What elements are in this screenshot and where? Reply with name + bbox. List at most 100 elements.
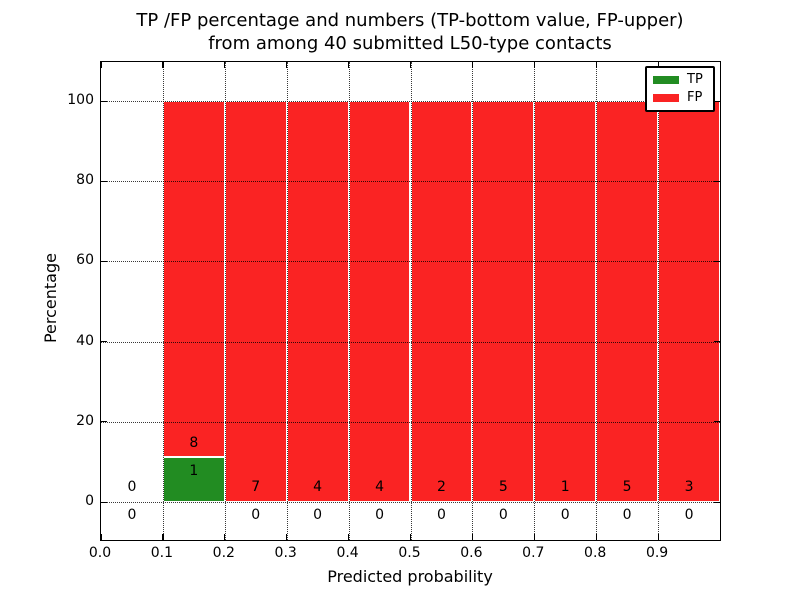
tp-count-label: 0	[375, 507, 384, 523]
y-tick-mark	[714, 341, 720, 343]
bar-fp	[224, 101, 287, 502]
x-tick-mark	[595, 534, 597, 540]
x-gridline	[224, 62, 226, 540]
x-tick-label: 0.0	[88, 545, 112, 561]
legend-item-fp: FP	[653, 89, 707, 105]
y-tick-label: 80	[76, 172, 94, 189]
tp-count-label: 0	[622, 507, 632, 523]
x-tick-mark	[348, 534, 350, 540]
x-tick-label: 0.1	[150, 545, 174, 561]
x-gridline	[596, 62, 598, 540]
x-gridline	[348, 62, 350, 540]
x-tick-mark	[719, 534, 721, 540]
x-tick-mark	[719, 62, 721, 68]
x-gridline	[534, 62, 536, 540]
fp-count-label: 5	[498, 479, 508, 495]
fp-count-label: 8	[189, 435, 199, 452]
x-tick-label: 0.6	[460, 545, 483, 561]
chart-title-line2: from among 40 submitted L50-type contact…	[208, 33, 612, 54]
y-tick-label: 100	[67, 92, 94, 108]
tp-count-label: 0	[127, 507, 137, 523]
tp-color-swatch	[653, 76, 679, 85]
x-tick-mark	[100, 62, 102, 68]
fp-count-label: 0	[127, 479, 137, 495]
y-tick-label: 60	[76, 252, 94, 269]
fp-count-label: 4	[313, 479, 323, 495]
tp-count-label: 0	[498, 507, 508, 523]
bar-fp	[286, 101, 349, 502]
x-axis-label: Predicted probability	[327, 567, 493, 586]
bar-fp	[472, 101, 535, 502]
y-tick-mark	[101, 341, 107, 343]
y-tick-mark	[714, 260, 720, 263]
x-gridline	[472, 62, 474, 540]
tp-count-label: 0	[684, 507, 694, 523]
fp-color-swatch	[653, 93, 679, 102]
bar-fp	[658, 101, 720, 502]
x-tick-mark	[410, 534, 412, 540]
y-tick-mark	[714, 180, 720, 182]
x-tick-mark	[286, 534, 288, 540]
x-tick-mark	[100, 534, 102, 540]
x-tick-mark	[224, 534, 226, 540]
fp-count-label: 5	[622, 479, 632, 495]
y-tick-mark	[101, 180, 107, 182]
x-tick-mark	[471, 534, 474, 540]
tp-count-label: 0	[313, 507, 323, 523]
chart-title-line1: TP /FP percentage and numbers (TP-bottom…	[136, 10, 684, 31]
fp-count-label: 2	[436, 479, 446, 495]
legend: TP FP	[645, 66, 715, 112]
x-tick-mark	[657, 534, 659, 540]
x-gridline	[286, 62, 288, 540]
x-tick-label: 0.7	[522, 545, 545, 561]
x-tick-mark	[224, 62, 226, 68]
fp-count-label: 7	[251, 479, 261, 495]
x-tick-label: 0.4	[336, 545, 359, 561]
x-tick-mark	[471, 62, 474, 68]
grid-layer	[101, 62, 720, 540]
x-gridline	[410, 62, 412, 540]
y-gridline	[101, 421, 720, 423]
x-gridline	[658, 62, 660, 540]
y-gridline	[101, 502, 720, 503]
tp-count-label: 0	[560, 507, 570, 523]
x-tick-mark	[533, 534, 535, 540]
legend-item-tp: TP	[653, 73, 707, 87]
y-tick-mark	[714, 421, 720, 423]
y-tick-mark	[101, 100, 107, 102]
tp-count-label: 0	[251, 507, 261, 523]
x-tick-mark	[162, 534, 164, 540]
y-tick-mark	[101, 260, 107, 263]
legend-label-tp: TP	[687, 72, 703, 88]
tick-marks-layer	[100, 62, 721, 540]
fp-count-label: 3	[684, 479, 694, 495]
x-tick-mark	[657, 62, 659, 68]
x-tick-mark	[533, 62, 535, 68]
x-tick-label: 0.3	[274, 545, 297, 561]
x-tick-mark	[595, 62, 597, 68]
x-tick-mark	[162, 62, 164, 68]
chart-title: TP /FP percentage and numbers (TP-bottom…	[100, 9, 720, 55]
y-tick-mark	[714, 501, 720, 503]
x-tick-label: 0.5	[398, 545, 421, 561]
x-tick-mark	[410, 62, 412, 68]
x-tick-label: 0.9	[645, 545, 669, 561]
y-tick-label: 0	[85, 493, 94, 509]
y-gridline	[101, 341, 720, 343]
tp-count-label: 1	[189, 463, 199, 480]
y-tick-mark	[101, 501, 107, 503]
bar-fp	[410, 101, 473, 502]
y-gridline	[101, 101, 720, 102]
y-tick-label: 40	[76, 332, 94, 349]
bars-layer	[101, 62, 720, 540]
fp-count-label: 4	[375, 479, 384, 495]
bar-tp	[162, 457, 225, 502]
fp-count-label: 1	[560, 479, 570, 495]
y-gridline	[101, 181, 720, 183]
legend-label-fp: FP	[687, 89, 703, 105]
x-tick-label: 0.8	[584, 545, 607, 561]
x-tick-mark	[286, 62, 288, 68]
